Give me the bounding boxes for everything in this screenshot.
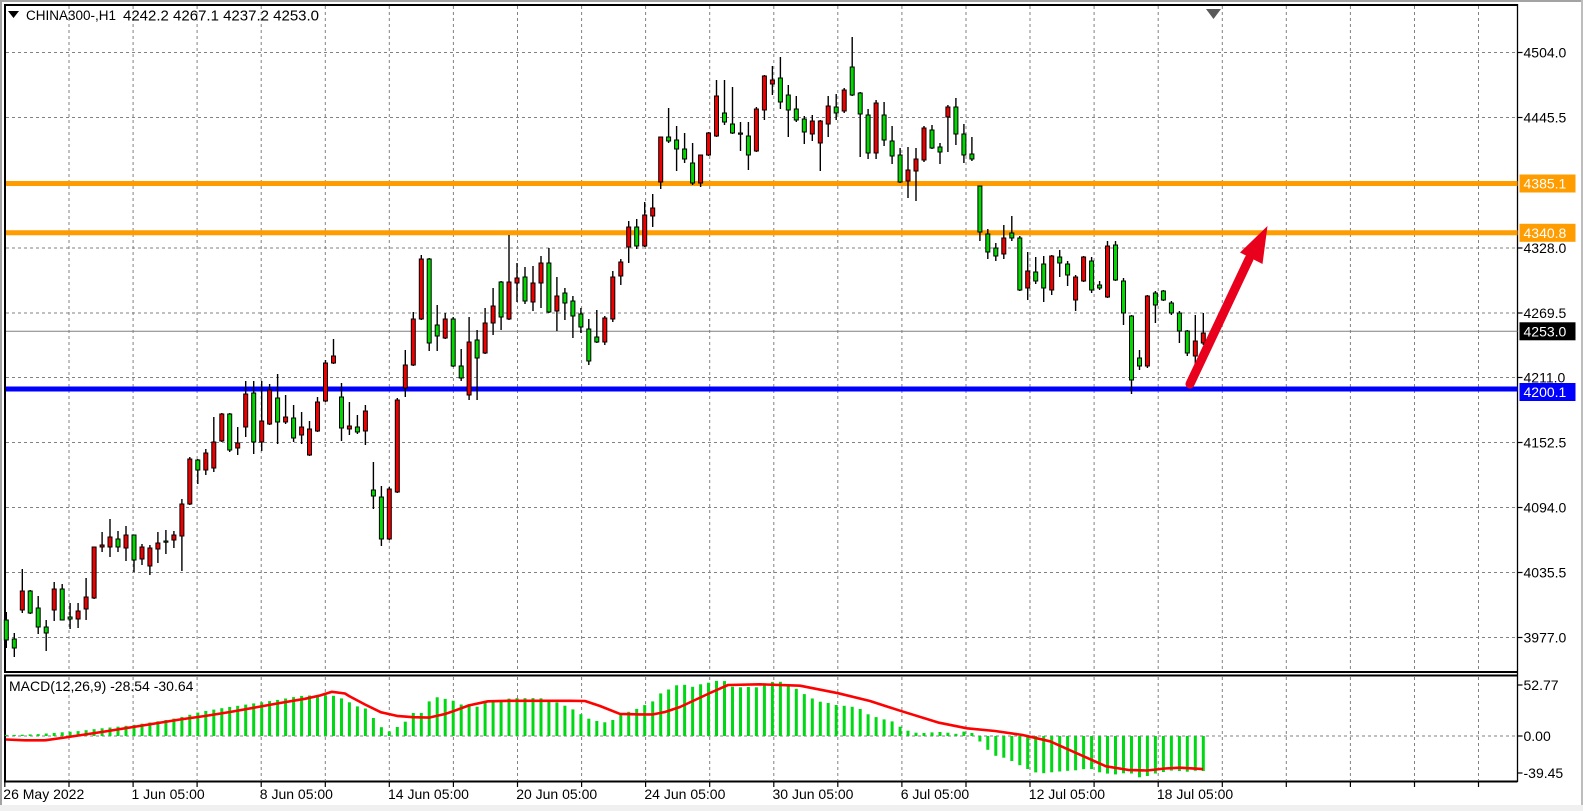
svg-text:4211.0: 4211.0 (1524, 370, 1566, 386)
svg-text:4340.8: 4340.8 (1524, 225, 1567, 241)
svg-text:12 Jul 05:00: 12 Jul 05:00 (1029, 786, 1105, 802)
svg-text:4269.5: 4269.5 (1524, 305, 1567, 321)
svg-text:4385.1: 4385.1 (1524, 176, 1567, 192)
svg-text:4152.5: 4152.5 (1524, 435, 1567, 451)
svg-text:4094.0: 4094.0 (1524, 500, 1567, 516)
svg-text:52.77: 52.77 (1524, 677, 1559, 693)
svg-text:4445.5: 4445.5 (1524, 110, 1567, 126)
svg-text:4253.0: 4253.0 (1524, 323, 1567, 339)
svg-text:-39.45: -39.45 (1524, 765, 1564, 781)
svg-text:20 Jun 05:00: 20 Jun 05:00 (516, 786, 597, 802)
svg-text:30 Jun 05:00: 30 Jun 05:00 (773, 786, 854, 802)
svg-text:4504.0: 4504.0 (1524, 45, 1567, 61)
svg-text:26 May 2022: 26 May 2022 (3, 786, 84, 802)
svg-text:14 Jun 05:00: 14 Jun 05:00 (388, 786, 469, 802)
svg-text:3977.0: 3977.0 (1524, 630, 1567, 646)
svg-text:6 Jul 05:00: 6 Jul 05:00 (901, 786, 970, 802)
svg-text:4200.1: 4200.1 (1524, 384, 1567, 400)
svg-text:CHINA300-,H1: CHINA300-,H1 (26, 8, 116, 23)
svg-text:MACD(12,26,9) -28.54 -30.64: MACD(12,26,9) -28.54 -30.64 (9, 678, 194, 694)
svg-text:4328.0: 4328.0 (1524, 240, 1567, 256)
svg-text:8 Jun 05:00: 8 Jun 05:00 (260, 786, 333, 802)
svg-text:24 Jun 05:00: 24 Jun 05:00 (644, 786, 725, 802)
svg-text:0.00: 0.00 (1524, 728, 1551, 744)
svg-text:4242.2 4267.1 4237.2 4253.0: 4242.2 4267.1 4237.2 4253.0 (123, 8, 319, 25)
svg-text:1 Jun 05:00: 1 Jun 05:00 (132, 786, 205, 802)
svg-text:4035.5: 4035.5 (1524, 565, 1567, 581)
svg-text:18 Jul 05:00: 18 Jul 05:00 (1157, 786, 1233, 802)
